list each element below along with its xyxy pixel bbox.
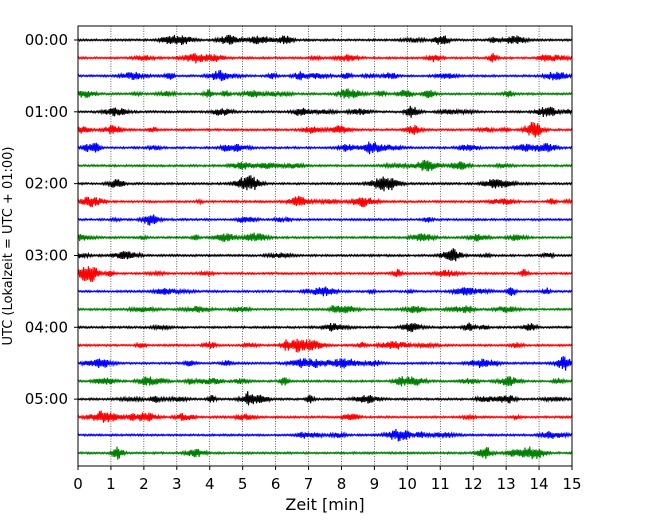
trace-0100 [77,105,573,118]
x-tick-label: 13 [497,475,516,493]
x-tick-label: 10 [398,475,417,493]
trace-0145 [77,159,573,172]
trace-0130 [77,141,573,155]
trace-0415 [77,338,573,353]
trace-0545 [77,446,573,460]
plot-frame [77,25,573,467]
trace-0530 [77,428,573,442]
x-tick-label: 9 [370,475,380,493]
x-tick-label: 11 [431,475,450,493]
grid-layer [110,26,540,466]
x-tick-label: 3 [172,475,182,493]
trace-0000 [77,34,573,45]
trace-0030 [77,70,573,82]
tick-layer: 0 1 2 3 4 5 6 7 8 9 10 11 12 13 14 1500:0001:0002:0003:… [25,31,582,493]
trace-0400 [77,322,573,333]
y-tick-label: 00:00 [25,31,68,49]
trace-0045 [77,88,573,99]
trace-0245 [77,232,573,242]
x-tick-label: 12 [464,475,483,493]
y-tick-label: 03:00 [25,246,68,264]
x-tick-label: 7 [304,475,314,493]
trace-0230 [77,214,573,226]
trace-0200 [77,175,573,192]
trace-0500 [77,391,573,406]
trace-0115 [77,122,573,138]
x-tick-label: 1 [106,475,116,493]
trace-0515 [77,410,573,423]
y-tick-label: 05:00 [25,390,68,408]
x-tick-label: 8 [337,475,347,493]
x-tick-label: 5 [238,475,248,493]
y-tick-label: 04:00 [25,318,68,336]
x-tick-label: 0 [73,475,83,493]
trace-0315 [77,266,573,283]
trace-0300 [77,248,573,262]
y-tick-label: 02:00 [25,175,68,193]
x-tick-label: 14 [530,475,549,493]
trace-0215 [77,195,573,208]
trace-0445 [77,376,573,387]
y-tick-label: 01:00 [25,103,68,121]
y-axis-label: UTC (Lokalzeit = UTC + 01:00) [1,147,16,346]
x-axis-label: Zeit [min] [285,495,364,514]
trace-0430 [77,356,573,371]
trace-0330 [77,286,573,297]
x-tick-label: 4 [205,475,215,493]
x-tick-label: 6 [271,475,281,493]
x-tick-label: 2 [139,475,149,493]
x-tick-label: 15 [562,475,581,493]
trace-layer [77,34,573,460]
trace-0345 [77,305,573,314]
trace-0015 [77,53,573,64]
